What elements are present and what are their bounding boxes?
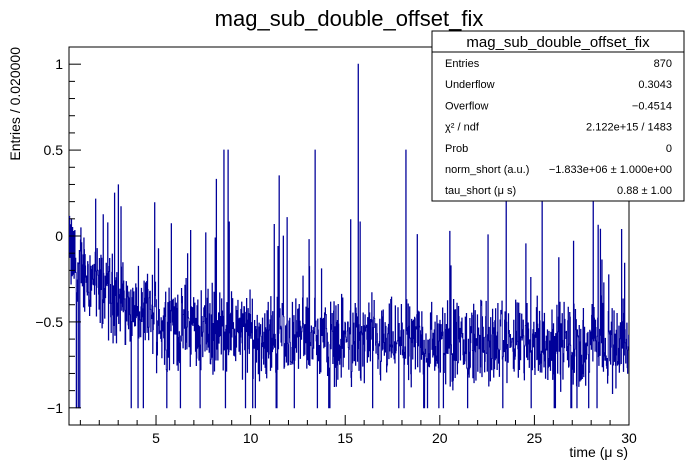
y-tick-label: 0 [55, 228, 63, 244]
y-tick-label: −0.5 [35, 314, 63, 330]
x-axis-ticks: 5 10 15 20 25 30 [79, 415, 637, 446]
y-tick-label: −1 [47, 400, 63, 416]
stats-row-label: Prob [445, 143, 468, 155]
stats-row-label: Underflow [445, 79, 495, 91]
x-tick-label: 25 [527, 430, 543, 446]
stats-box-frame [431, 30, 685, 202]
chart-title: mag_sub_double_offset_fix [215, 6, 484, 31]
x-tick-label: 30 [621, 430, 637, 446]
histogram-line [68, 63, 630, 409]
y-axis-title: Entries / 0.020000 [7, 47, 23, 161]
stats-row-label: Overflow [445, 100, 488, 112]
stats-row-value: −1.833e+06 ± 1.000e+00 [549, 164, 672, 176]
stats-row-value: 870 [654, 58, 672, 70]
stats-row-label: norm_short (a.u.) [445, 164, 529, 176]
x-tick-label: 5 [152, 430, 160, 446]
x-axis-title: time (μ s) [569, 444, 628, 460]
y-tick-label: 0.5 [44, 142, 64, 158]
y-axis-ticks: 1 0.5 0 −0.5 −1 [35, 56, 81, 416]
x-tick-label: 10 [243, 430, 259, 446]
stats-row-value: −0.4514 [632, 100, 672, 112]
stats-row-value: 0.88 ± 1.00 [617, 185, 672, 197]
histogram-series [68, 63, 630, 409]
y-tick-label: 1 [55, 56, 63, 72]
stats-row-label: χ² / ndf [445, 122, 480, 134]
stats-box-rows: Entries 870 Underflow 0.3043 Overflow −0.4514… [445, 58, 672, 197]
stats-row-value: 0.3043 [638, 79, 672, 91]
stats-row-value: 2.122e+15 / 1483 [586, 122, 672, 134]
stats-row-value: 0 [666, 143, 672, 155]
stats-box-title: mag_sub_double_offset_fix [466, 34, 650, 51]
stats-row-label: Entries [445, 58, 480, 70]
stats-box: mag_sub_double_offset_fix Entries 870 Unde… [431, 30, 685, 202]
stats-row-label: tau_short (μ s) [445, 185, 516, 197]
x-tick-label: 15 [337, 430, 353, 446]
x-tick-label: 20 [432, 430, 448, 446]
